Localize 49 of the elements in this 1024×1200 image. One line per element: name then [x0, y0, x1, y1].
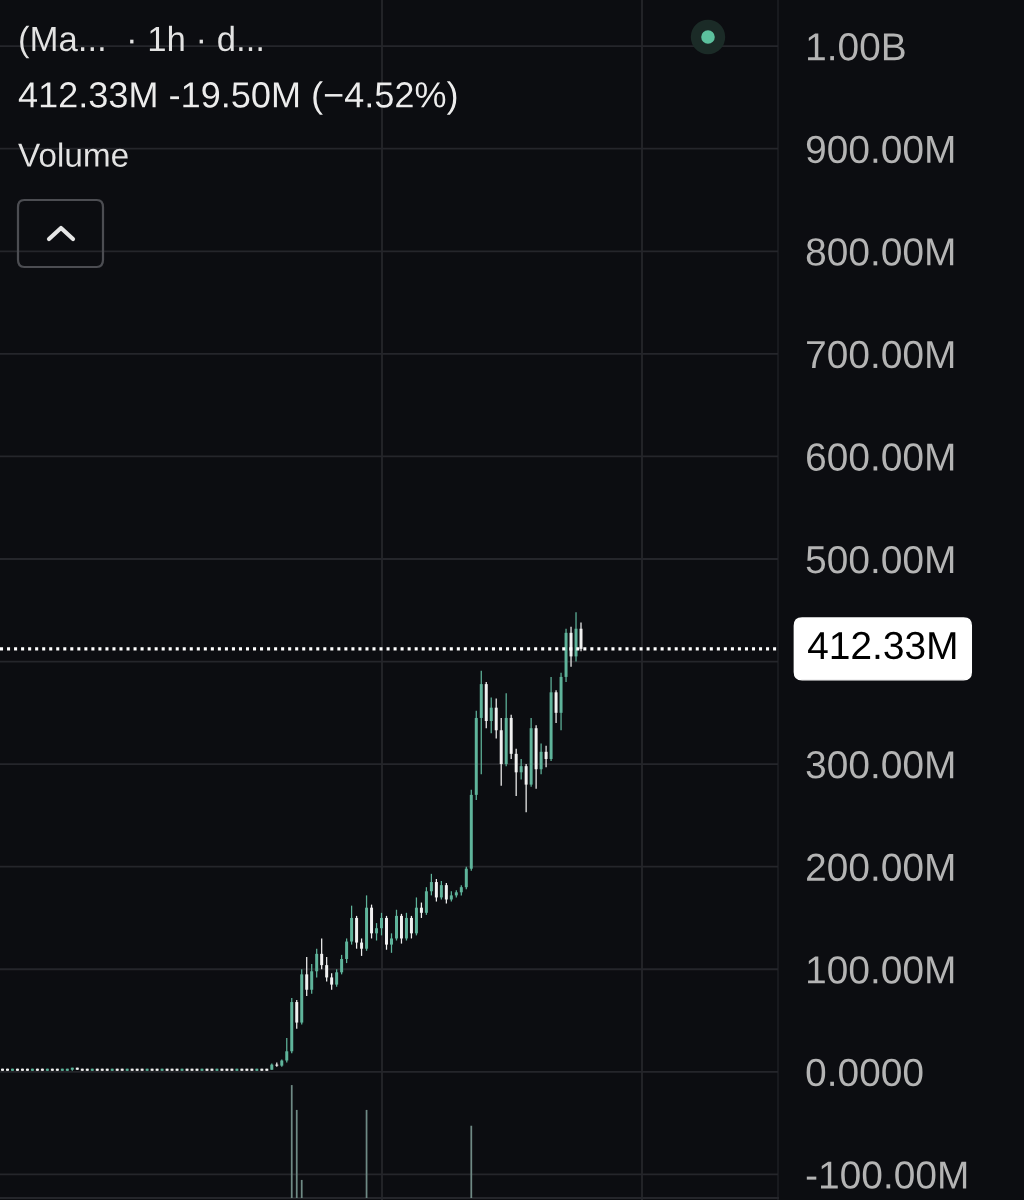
candlestick [429, 873, 433, 897]
y-tick-label: -100.00M [806, 1161, 967, 1189]
candlestick [390, 932, 393, 954]
candlestick [434, 878, 438, 903]
candlestick [494, 697, 498, 740]
y-tick-label: 300.00M [806, 751, 954, 779]
candlestick [310, 963, 314, 995]
candlestick [1, 1068, 4, 1072]
y-tick-label: 800.00M [806, 238, 954, 266]
candlestick [350, 905, 354, 946]
text: (Ma... · 1h · d... [20, 25, 262, 59]
text: 412.33M -19.50M (−4.52%) [18, 81, 457, 115]
candlestick [320, 937, 324, 970]
candlestick [539, 742, 543, 775]
candlestick [315, 948, 319, 979]
ref-line-label: 412.33M [808, 631, 956, 660]
candlestick [345, 937, 349, 964]
candlestick [464, 866, 468, 890]
candlestick [385, 915, 388, 951]
y-tick-label: 0.0000 [806, 1058, 923, 1087]
candlestick [325, 956, 329, 983]
candlestick [394, 909, 398, 942]
candlestick [424, 886, 428, 916]
chart-title: Volume [18, 142, 128, 167]
y-tick-label: 600.00M [807, 443, 954, 471]
candlestick [409, 915, 413, 940]
candlestick [544, 745, 548, 768]
y-tick-label: 1.00B [808, 33, 905, 61]
y-tick-label: 100.00M [808, 956, 954, 984]
candlestick [380, 912, 384, 937]
candlestick [519, 758, 523, 781]
y-tick-label: 700.00M [807, 340, 954, 369]
candlestick [295, 999, 299, 1030]
candlestick [524, 763, 528, 813]
candlestick [5, 1068, 9, 1072]
candlestick [554, 689, 558, 724]
candlestick [340, 954, 344, 975]
candlestick [305, 956, 309, 997]
candlestick [399, 913, 403, 945]
candlestick [285, 1037, 289, 1064]
candlestick [439, 880, 443, 901]
y-tick-label: 900.00M [806, 135, 954, 164]
candlestick [404, 912, 408, 942]
candlestick [514, 748, 518, 797]
candlestick [444, 882, 448, 905]
y-tick-label: 500.00M [806, 545, 954, 574]
candlestick [489, 696, 493, 734]
y-tick-label: 200.00M [807, 853, 954, 882]
candlestick [579, 621, 583, 652]
